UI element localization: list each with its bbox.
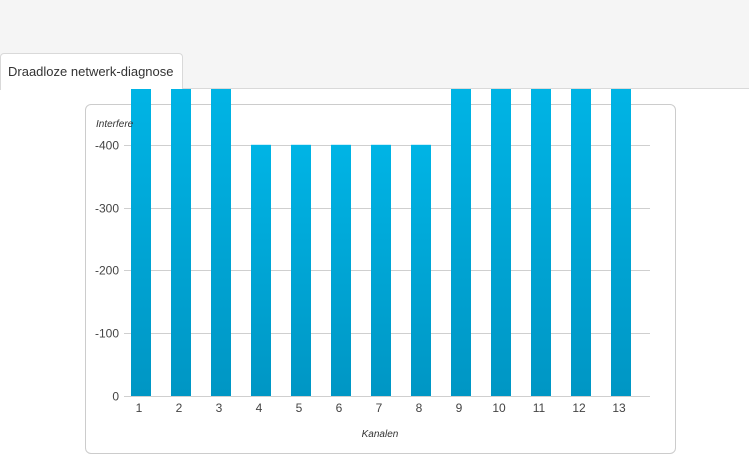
y-tick-label: -400 — [95, 139, 119, 153]
bar-channel-8 — [411, 144, 431, 396]
y-tick-labels: 0 -100 -200 -300 -400 — [95, 139, 119, 404]
x-tick-label: 4 — [256, 401, 263, 415]
bar-channel-12 — [571, 89, 591, 396]
x-tick-label: 13 — [612, 401, 626, 415]
bar-channel-6 — [331, 144, 351, 396]
x-tick-labels: 1 2 3 4 5 6 7 8 9 10 11 12 13 — [136, 401, 626, 415]
x-axis-title: Kanalen — [362, 429, 399, 440]
x-tick-label: 7 — [376, 401, 383, 415]
bar-channel-7 — [371, 144, 391, 396]
bar-channel-3 — [211, 89, 231, 396]
bar-channel-11 — [531, 89, 551, 396]
bar-channel-4 — [251, 144, 271, 396]
bars — [131, 89, 631, 396]
x-tick-label: 11 — [533, 401, 546, 415]
x-tick-label: 10 — [492, 401, 506, 415]
bar-channel-13 — [611, 89, 631, 396]
y-tick-label: -100 — [95, 327, 119, 341]
x-tick-label: 2 — [176, 401, 183, 415]
y-axis-title: Interfere — [96, 119, 134, 130]
bar-channel-9 — [451, 89, 471, 396]
tab-wireless-diagnostics[interactable]: Draadloze netwerk-diagnose — [0, 53, 183, 90]
x-tick-label: 5 — [296, 401, 303, 415]
bar-channel-1 — [131, 89, 151, 396]
x-tick-label: 3 — [216, 401, 223, 415]
x-tick-label: 1 — [136, 401, 143, 415]
y-tick-label: 0 — [112, 390, 119, 404]
bar-channel-5 — [291, 144, 311, 396]
y-tick-label: -200 — [95, 264, 119, 278]
y-tick-label: -300 — [95, 202, 119, 216]
bar-channel-10 — [491, 89, 511, 396]
x-tick-label: 9 — [456, 401, 463, 415]
x-tick-label: 8 — [416, 401, 423, 415]
bar-channel-2 — [171, 89, 191, 396]
x-tick-label: 12 — [572, 401, 586, 415]
x-tick-label: 6 — [336, 401, 343, 415]
